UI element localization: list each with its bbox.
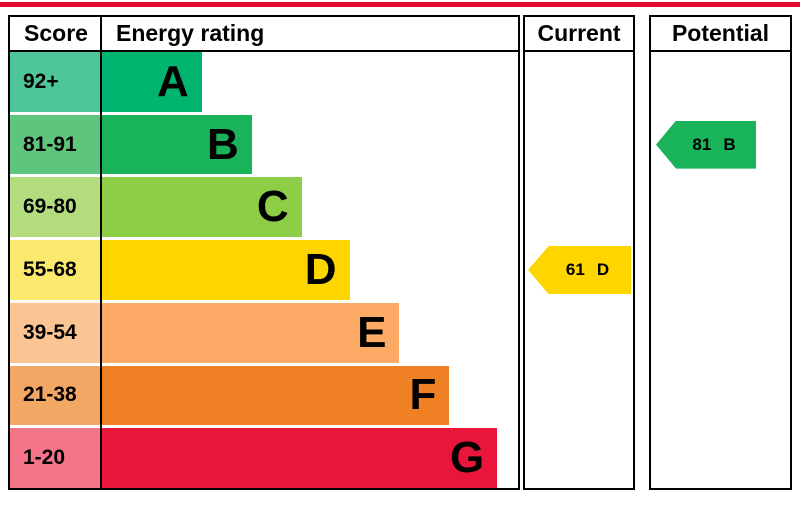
current-column-header: Current <box>525 17 633 52</box>
score-range-e: 39-54 <box>10 302 102 363</box>
rating-letter-a: A <box>157 56 189 106</box>
rating-bar-d: D <box>102 240 350 300</box>
potential-column: Potential 81 B <box>649 15 792 490</box>
energy-rating-column-header: Energy rating <box>116 20 265 46</box>
score-column-divider <box>100 17 102 488</box>
bar-area-e: E <box>102 302 518 363</box>
rating-bar-g: G <box>102 428 498 489</box>
potential-rating-value: 81 <box>692 134 712 154</box>
band-row-g: 1-20 G <box>10 428 518 489</box>
band-row-a: 92+ A <box>10 52 518 112</box>
bar-area-g: G <box>102 428 518 489</box>
rating-letter-e: E <box>357 307 387 357</box>
score-range-d: 55-68 <box>10 240 102 300</box>
energy-bands: 92+ A 81-91 B 69-80 C 55-68 D 39-54 E 21-38 F 1-20 G <box>10 52 518 489</box>
score-range-f: 21-38 <box>10 365 102 426</box>
rating-bar-b: B <box>102 114 252 175</box>
bar-area-c: C <box>102 177 518 238</box>
score-range-a: 92+ <box>10 52 102 112</box>
main-table: Score Energy rating 92+ A 81-91 B 69-80 C 55-6… <box>8 15 520 490</box>
rating-letter-b: B <box>206 119 239 169</box>
current-column: Current 61 D <box>523 15 635 490</box>
potential-rating-arrow: 81 B <box>656 120 756 169</box>
rating-bar-f: F <box>102 365 450 426</box>
top-accent-line <box>0 2 800 7</box>
bar-area-b: B <box>102 114 518 175</box>
rating-bar-e: E <box>102 302 400 363</box>
band-row-b: 81-91 B <box>10 114 518 175</box>
main-table-header: Score Energy rating <box>10 17 518 52</box>
current-rating-letter: D <box>596 260 610 279</box>
bar-area-d: D <box>102 240 518 300</box>
score-range-c: 69-80 <box>10 177 102 238</box>
current-rating-value: 61 <box>565 260 585 279</box>
potential-column-header: Potential <box>651 17 790 52</box>
current-rating-arrow: 61 D <box>528 246 631 294</box>
score-range-g: 1-20 <box>10 428 102 489</box>
rating-letter-c: C <box>256 182 289 232</box>
band-row-e: 39-54 E <box>10 302 518 363</box>
rating-letter-f: F <box>409 370 437 420</box>
band-row-c: 69-80 C <box>10 177 518 238</box>
rating-letter-g: G <box>449 433 485 483</box>
band-row-d: 55-68 D <box>10 240 518 300</box>
bar-area-a: A <box>102 52 518 112</box>
band-row-f: 21-38 F <box>10 365 518 426</box>
score-column-header: Score <box>24 20 88 46</box>
rating-bar-a: A <box>102 52 202 112</box>
bar-area-f: F <box>102 365 518 426</box>
score-range-b: 81-91 <box>10 114 102 175</box>
potential-rating-letter: B <box>723 134 736 154</box>
rating-bar-c: C <box>102 177 302 238</box>
rating-letter-d: D <box>304 245 337 295</box>
